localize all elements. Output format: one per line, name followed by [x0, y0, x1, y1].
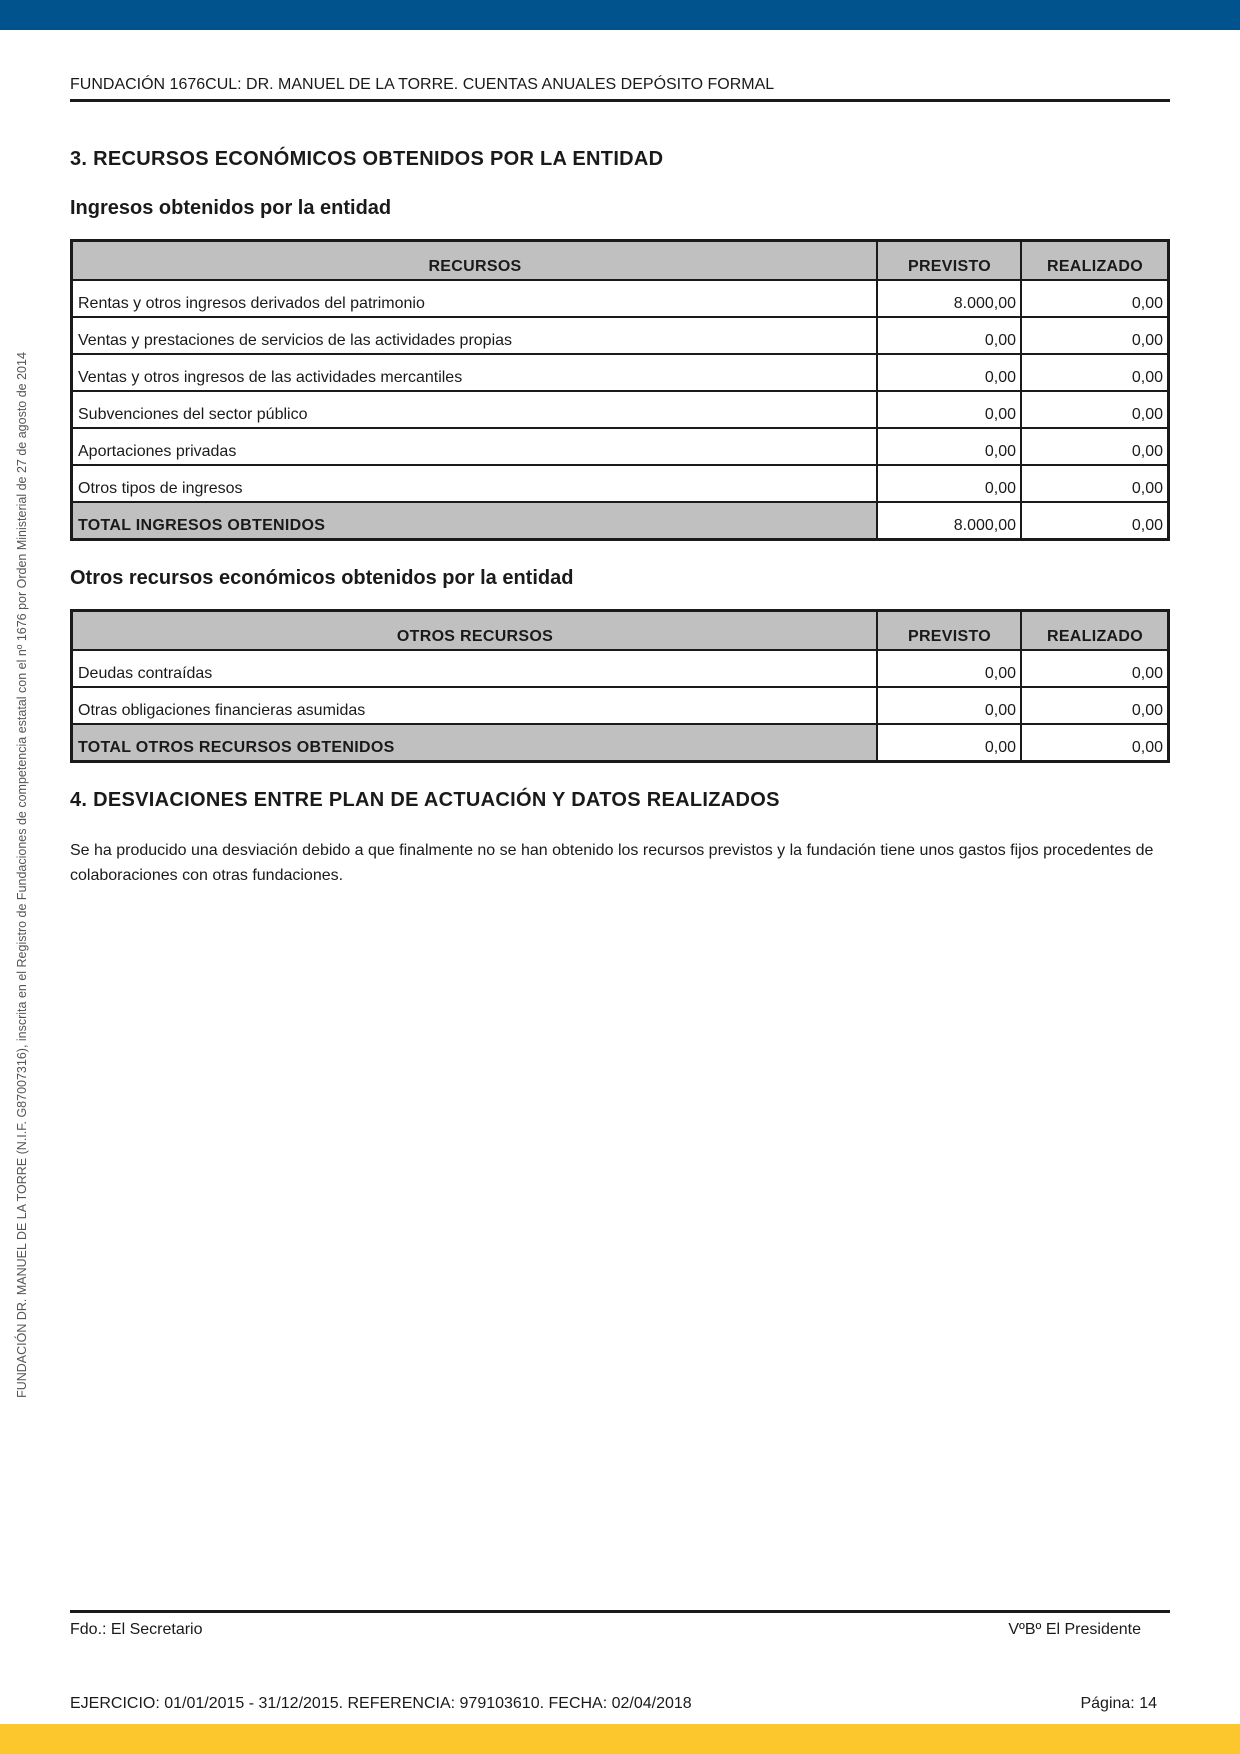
previsto-value: 0,00 [876, 390, 1022, 429]
row-label: Aportaciones privadas [70, 427, 878, 466]
realizado-value: 0,00 [1020, 723, 1170, 763]
side-registration-text: FUNDACIÓN DR. MANUEL DE LA TORRE (N.I.F.… [15, 352, 29, 1398]
page-number: Página: 14 [1080, 1695, 1157, 1712]
presidente-signature: VºBº El Presidente [1008, 1621, 1141, 1638]
realizado-value: 0,00 [1020, 464, 1170, 503]
table-header-row: RECURSOS PREVISTO REALIZADO [70, 239, 1170, 281]
realizado-value: 0,00 [1020, 279, 1170, 318]
previsto-value: 8.000,00 [876, 279, 1022, 318]
footer-rule [70, 1610, 1170, 1613]
realizado-value: 0,00 [1020, 427, 1170, 466]
row-label: TOTAL OTROS RECURSOS OBTENIDOS [70, 723, 878, 763]
table-header-row: OTROS RECURSOS PREVISTO REALIZADO [70, 609, 1170, 651]
realizado-value: 0,00 [1020, 316, 1170, 355]
row-label: Subvenciones del sector público [70, 390, 878, 429]
previsto-value: 0,00 [876, 464, 1022, 503]
column-header: REALIZADO [1020, 239, 1170, 281]
previsto-value: 0,00 [876, 316, 1022, 355]
previsto-value: 0,00 [876, 723, 1022, 763]
column-header: RECURSOS [70, 239, 878, 281]
top-color-bar [0, 0, 1240, 30]
previsto-value: 0,00 [876, 649, 1022, 688]
section-3-title: 3. RECURSOS ECONÓMICOS OBTENIDOS POR LA … [70, 148, 664, 170]
otros-subtitle: Otros recursos económicos obtenidos por … [70, 567, 574, 589]
column-header: REALIZADO [1020, 609, 1170, 651]
otros-recursos-table: OTROS RECURSOS PREVISTO REALIZADO Deudas… [70, 609, 1170, 763]
bottom-color-bar [0, 1724, 1240, 1754]
total-row: TOTAL INGRESOS OBTENIDOS 8.000,00 0,00 [70, 501, 1170, 541]
row-label: Ventas y otros ingresos de las actividad… [70, 353, 878, 392]
ejercicio-info: EJERCICIO: 01/01/2015 - 31/12/2015. REFE… [70, 1695, 692, 1712]
realizado-value: 0,00 [1020, 686, 1170, 725]
table-row: Ventas y otros ingresos de las actividad… [70, 353, 1170, 392]
row-label: Otros tipos de ingresos [70, 464, 878, 503]
total-row: TOTAL OTROS RECURSOS OBTENIDOS 0,00 0,00 [70, 723, 1170, 763]
table-row: Otras obligaciones financieras asumidas 0… [70, 686, 1170, 725]
realizado-value: 0,00 [1020, 353, 1170, 392]
row-label: Deudas contraídas [70, 649, 878, 688]
realizado-value: 0,00 [1020, 501, 1170, 541]
previsto-value: 0,00 [876, 427, 1022, 466]
row-label: Ventas y prestaciones de servicios de la… [70, 316, 878, 355]
secretario-signature: Fdo.: El Secretario [70, 1621, 203, 1638]
previsto-value: 0,00 [876, 353, 1022, 392]
section-4-title: 4. DESVIACIONES ENTRE PLAN DE ACTUACIÓN … [70, 789, 780, 811]
table-row: Deudas contraídas 0,00 0,00 [70, 649, 1170, 688]
ingresos-table: RECURSOS PREVISTO REALIZADO Rentas y otr… [70, 239, 1170, 541]
header-rule [70, 99, 1170, 102]
column-header: PREVISTO [876, 239, 1022, 281]
table-row: Ventas y prestaciones de servicios de la… [70, 316, 1170, 355]
section-4-text: Se ha producido una desviación debido a … [70, 842, 1154, 884]
previsto-value: 0,00 [876, 686, 1022, 725]
row-label: Rentas y otros ingresos derivados del pa… [70, 279, 878, 318]
document-header: FUNDACIÓN 1676CUL: DR. MANUEL DE LA TORR… [70, 76, 775, 93]
column-header: OTROS RECURSOS [70, 609, 878, 651]
column-header: PREVISTO [876, 609, 1022, 651]
realizado-value: 0,00 [1020, 390, 1170, 429]
table-row: Rentas y otros ingresos derivados del pa… [70, 279, 1170, 318]
table-row: Aportaciones privadas 0,00 0,00 [70, 427, 1170, 466]
realizado-value: 0,00 [1020, 649, 1170, 688]
ingresos-subtitle: Ingresos obtenidos por la entidad [70, 197, 392, 219]
previsto-value: 8.000,00 [876, 501, 1022, 541]
table-row: Subvenciones del sector público 0,00 0,00 [70, 390, 1170, 429]
row-label: TOTAL INGRESOS OBTENIDOS [70, 501, 878, 541]
table-row: Otros tipos de ingresos 0,00 0,00 [70, 464, 1170, 503]
row-label: Otras obligaciones financieras asumidas [70, 686, 878, 725]
